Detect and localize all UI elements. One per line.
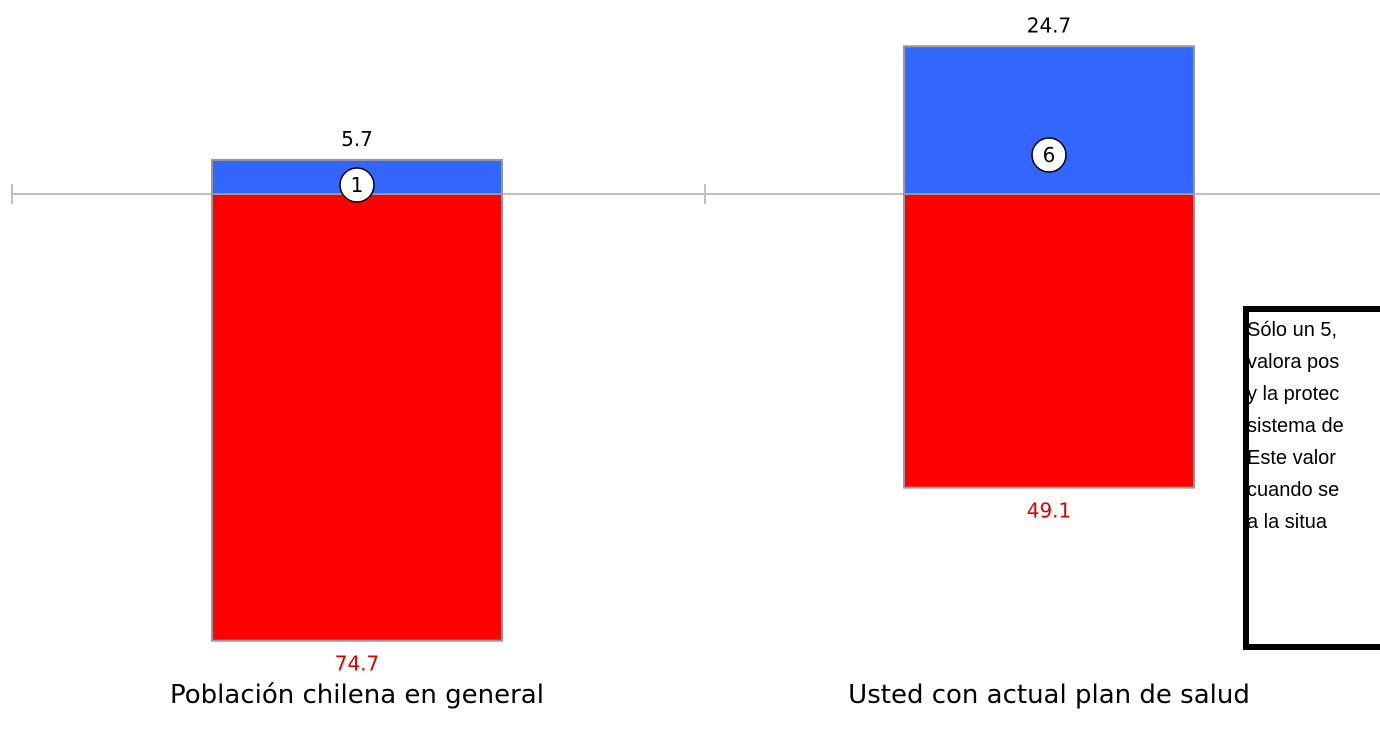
category-label: Usted con actual plan de salud [848, 680, 1250, 710]
annotation-box: Sólo un 5, valora pos y la protec sistem… [1243, 306, 1380, 650]
badge-number: 1 [351, 173, 364, 197]
badge-number: 6 [1043, 143, 1056, 167]
bar-negative [903, 193, 1195, 489]
annotation-text: Sólo un 5, valora pos y la protec sistem… [1247, 319, 1344, 533]
data-label-negative: 49.1 [1027, 499, 1072, 523]
bar-negative [211, 193, 503, 642]
category-label: Población chilena en general [170, 680, 544, 710]
badge-circle [1031, 137, 1067, 173]
data-label-positive: 5.7 [341, 127, 373, 151]
data-label-negative: 74.7 [335, 652, 380, 676]
badge-circle [339, 167, 375, 203]
data-label-positive: 24.7 [1027, 13, 1072, 37]
